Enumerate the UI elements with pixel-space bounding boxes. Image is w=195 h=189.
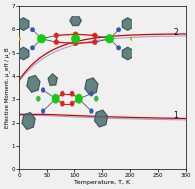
Text: 1: 1: [173, 111, 178, 120]
Y-axis label: Effective Moment, μ_eff / μ_B: Effective Moment, μ_eff / μ_B: [4, 47, 10, 128]
Text: 2: 2: [173, 29, 178, 37]
X-axis label: Temperature, T, K: Temperature, T, K: [74, 180, 130, 185]
